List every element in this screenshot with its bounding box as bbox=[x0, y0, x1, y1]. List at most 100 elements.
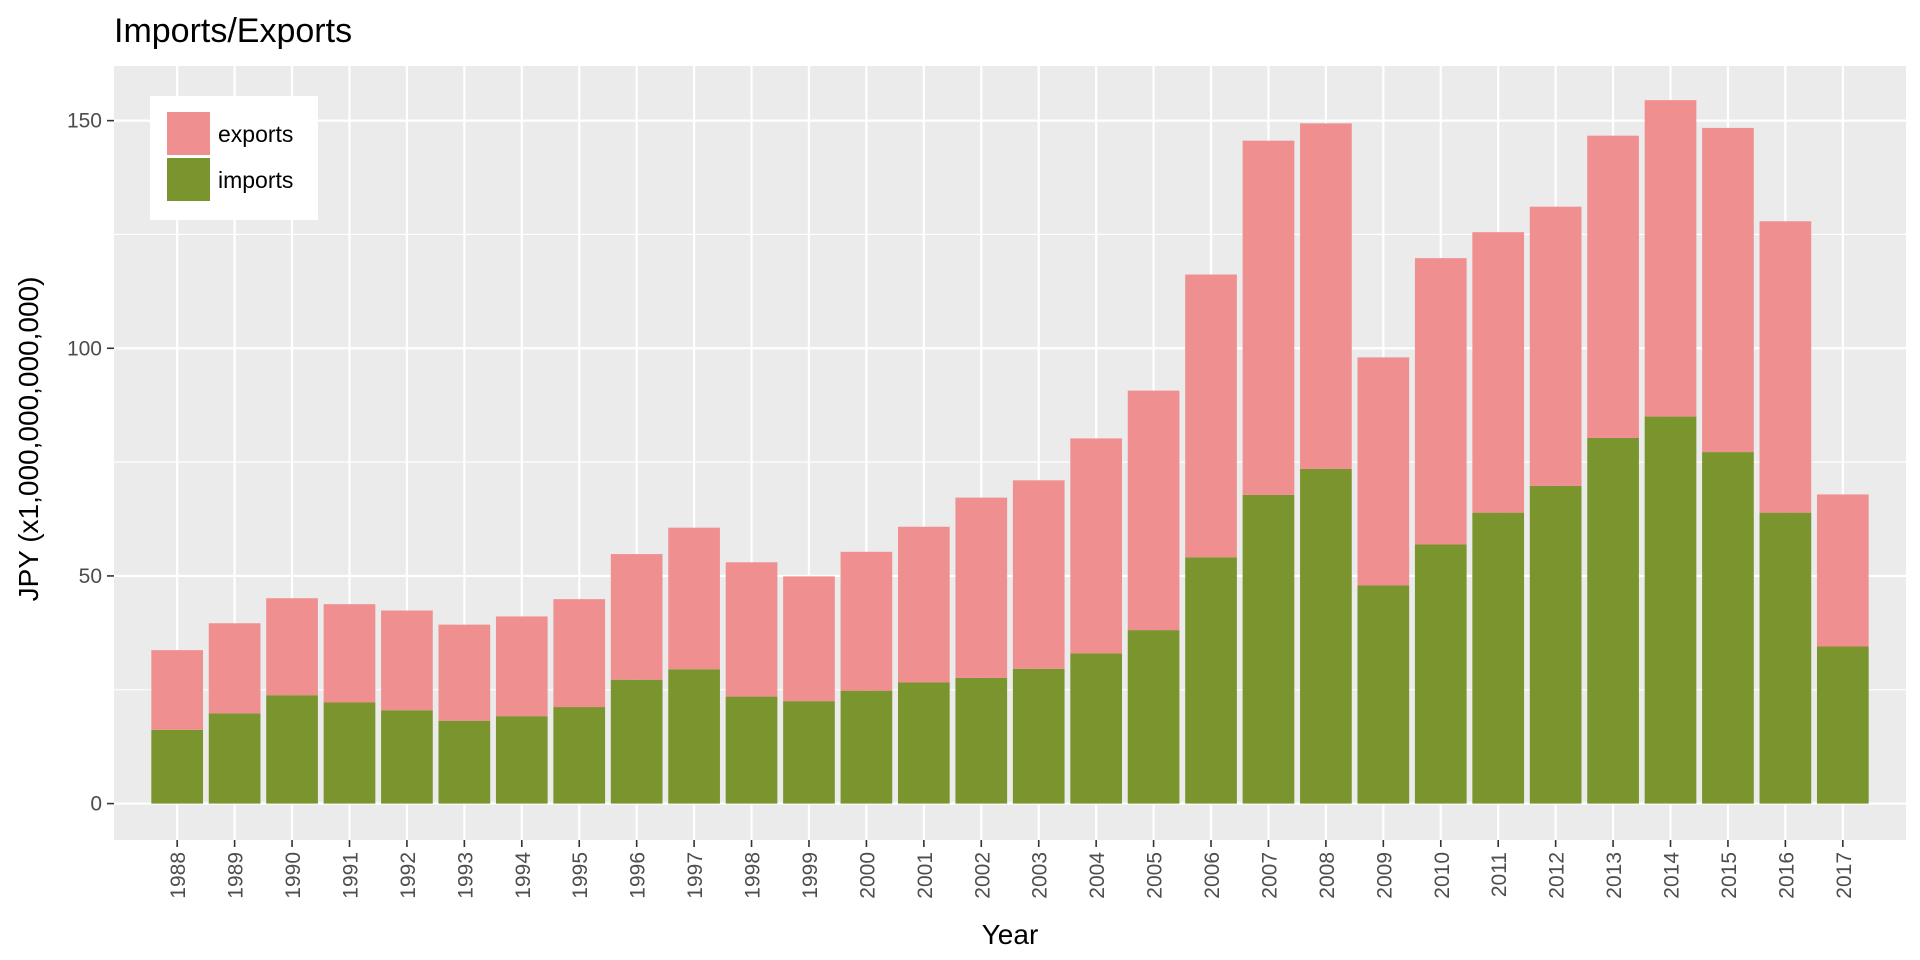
bar-imports-2015 bbox=[1702, 452, 1754, 804]
x-tick-label: 1998 bbox=[742, 852, 765, 899]
x-tick-label: 2001 bbox=[914, 852, 937, 899]
x-tick-label: 2005 bbox=[1144, 852, 1167, 899]
bar-imports-2016 bbox=[1759, 512, 1812, 804]
bar-imports-2014 bbox=[1644, 416, 1697, 804]
y-tick-label: 150 bbox=[67, 110, 102, 133]
bar-exports-1992 bbox=[381, 610, 433, 711]
bar-imports-2001 bbox=[898, 682, 950, 804]
bar-imports-2012 bbox=[1529, 485, 1582, 804]
x-tick-label: 2014 bbox=[1661, 852, 1684, 899]
bar-imports-1990 bbox=[266, 695, 318, 804]
x-tick-label: 2003 bbox=[1029, 852, 1052, 899]
bar-exports-2003 bbox=[1012, 480, 1065, 669]
x-tick-label: 2007 bbox=[1258, 852, 1281, 899]
bars bbox=[151, 100, 1869, 804]
x-tick-label: 1995 bbox=[569, 852, 592, 899]
x-tick-label: 1994 bbox=[512, 852, 535, 899]
bar-imports-1995 bbox=[553, 707, 606, 804]
bar-exports-2014 bbox=[1644, 100, 1697, 417]
y-tick-label: 100 bbox=[67, 337, 102, 360]
legend-swatch-imports bbox=[167, 158, 210, 201]
bar-imports-2004 bbox=[1070, 653, 1122, 804]
x-tick-label: 1997 bbox=[684, 852, 707, 899]
x-tick-label: 2000 bbox=[856, 852, 879, 899]
bar-imports-1994 bbox=[495, 716, 548, 804]
bar-exports-2006 bbox=[1185, 274, 1237, 558]
x-tick-label: 1988 bbox=[167, 852, 190, 899]
legend-label-exports: exports bbox=[218, 121, 293, 147]
bar-imports-1999 bbox=[783, 701, 835, 804]
bar-imports-2000 bbox=[840, 690, 893, 804]
bar-exports-1999 bbox=[783, 576, 835, 702]
y-tick-label: 50 bbox=[79, 565, 102, 588]
bar-imports-2006 bbox=[1185, 557, 1237, 804]
legend-swatch-exports bbox=[167, 112, 210, 155]
bar-imports-2005 bbox=[1127, 630, 1180, 804]
bar-exports-2004 bbox=[1070, 438, 1122, 654]
y-tick-label: 0 bbox=[90, 793, 102, 816]
chart-title: Imports/Exports bbox=[114, 12, 352, 50]
x-tick-label: 2004 bbox=[1086, 852, 1109, 899]
legend-label-imports: imports bbox=[218, 167, 293, 193]
bar-imports-1989 bbox=[208, 713, 261, 804]
bar-imports-1991 bbox=[323, 702, 376, 804]
bar-imports-2003 bbox=[1012, 668, 1065, 804]
bar-exports-2000 bbox=[840, 551, 893, 691]
x-tick-label: 1999 bbox=[799, 852, 822, 899]
bar-exports-2007 bbox=[1242, 140, 1295, 495]
bar-exports-2008 bbox=[1300, 123, 1352, 469]
x-tick-label: 2008 bbox=[1316, 852, 1339, 899]
bar-imports-2008 bbox=[1300, 468, 1352, 804]
bar-imports-1988 bbox=[151, 729, 204, 804]
bar-exports-1998 bbox=[725, 562, 778, 697]
x-tick-label: 1992 bbox=[397, 852, 420, 899]
bar-imports-1992 bbox=[381, 710, 433, 804]
x-tick-label: 2013 bbox=[1603, 852, 1626, 899]
y-axis-title: JPY (x1,000,000,000,000) bbox=[13, 277, 44, 602]
y-axis: 0 50 100 150 bbox=[67, 110, 114, 816]
bar-imports-2007 bbox=[1242, 494, 1295, 804]
bar-exports-2011 bbox=[1472, 232, 1525, 513]
bar-exports-2005 bbox=[1127, 390, 1180, 631]
bar-exports-2015 bbox=[1702, 127, 1754, 453]
x-tick-label: 2010 bbox=[1431, 852, 1454, 899]
bar-exports-1991 bbox=[323, 604, 376, 703]
bar-imports-1996 bbox=[610, 679, 663, 804]
bar-exports-1988 bbox=[151, 650, 204, 730]
bar-imports-2011 bbox=[1472, 512, 1525, 804]
bar-exports-2001 bbox=[898, 526, 950, 683]
bar-exports-2016 bbox=[1759, 221, 1812, 513]
bar-exports-2012 bbox=[1529, 206, 1582, 486]
x-tick-label: 1993 bbox=[454, 852, 477, 899]
bar-imports-1997 bbox=[668, 669, 720, 804]
x-axis: 1988 1989 1990 1991 1992 1993 1994 1995 1996 1997… bbox=[167, 840, 1856, 899]
bar-imports-2009 bbox=[1357, 585, 1410, 804]
bar-imports-2010 bbox=[1414, 544, 1467, 804]
bar-exports-1995 bbox=[553, 599, 606, 708]
bar-exports-2002 bbox=[955, 497, 1008, 678]
x-tick-label: 2015 bbox=[1718, 852, 1741, 899]
bar-exports-2009 bbox=[1357, 357, 1410, 586]
bar-imports-1998 bbox=[725, 696, 778, 804]
bar-exports-2017 bbox=[1816, 494, 1869, 647]
x-tick-label: 1989 bbox=[225, 852, 248, 899]
x-tick-label: 2011 bbox=[1488, 852, 1511, 897]
x-tick-label: 1996 bbox=[627, 852, 650, 899]
x-tick-label: 2016 bbox=[1775, 852, 1798, 899]
bar-exports-2010 bbox=[1414, 258, 1467, 545]
bar-exports-1994 bbox=[495, 616, 548, 717]
x-tick-label: 1991 bbox=[339, 852, 362, 899]
bar-imports-2013 bbox=[1587, 437, 1639, 804]
bar-exports-2013 bbox=[1587, 135, 1639, 438]
bar-exports-1997 bbox=[668, 527, 720, 670]
bar-imports-1993 bbox=[438, 720, 491, 804]
x-axis-title: Year bbox=[982, 919, 1039, 950]
x-tick-label: 2017 bbox=[1833, 852, 1856, 899]
x-tick-label: 2012 bbox=[1546, 852, 1569, 899]
bar-imports-2017 bbox=[1816, 646, 1869, 804]
bar-exports-1996 bbox=[610, 554, 663, 680]
bar-exports-1993 bbox=[438, 624, 491, 721]
x-tick-label: 2009 bbox=[1373, 852, 1396, 899]
x-tick-label: 1990 bbox=[282, 852, 305, 899]
